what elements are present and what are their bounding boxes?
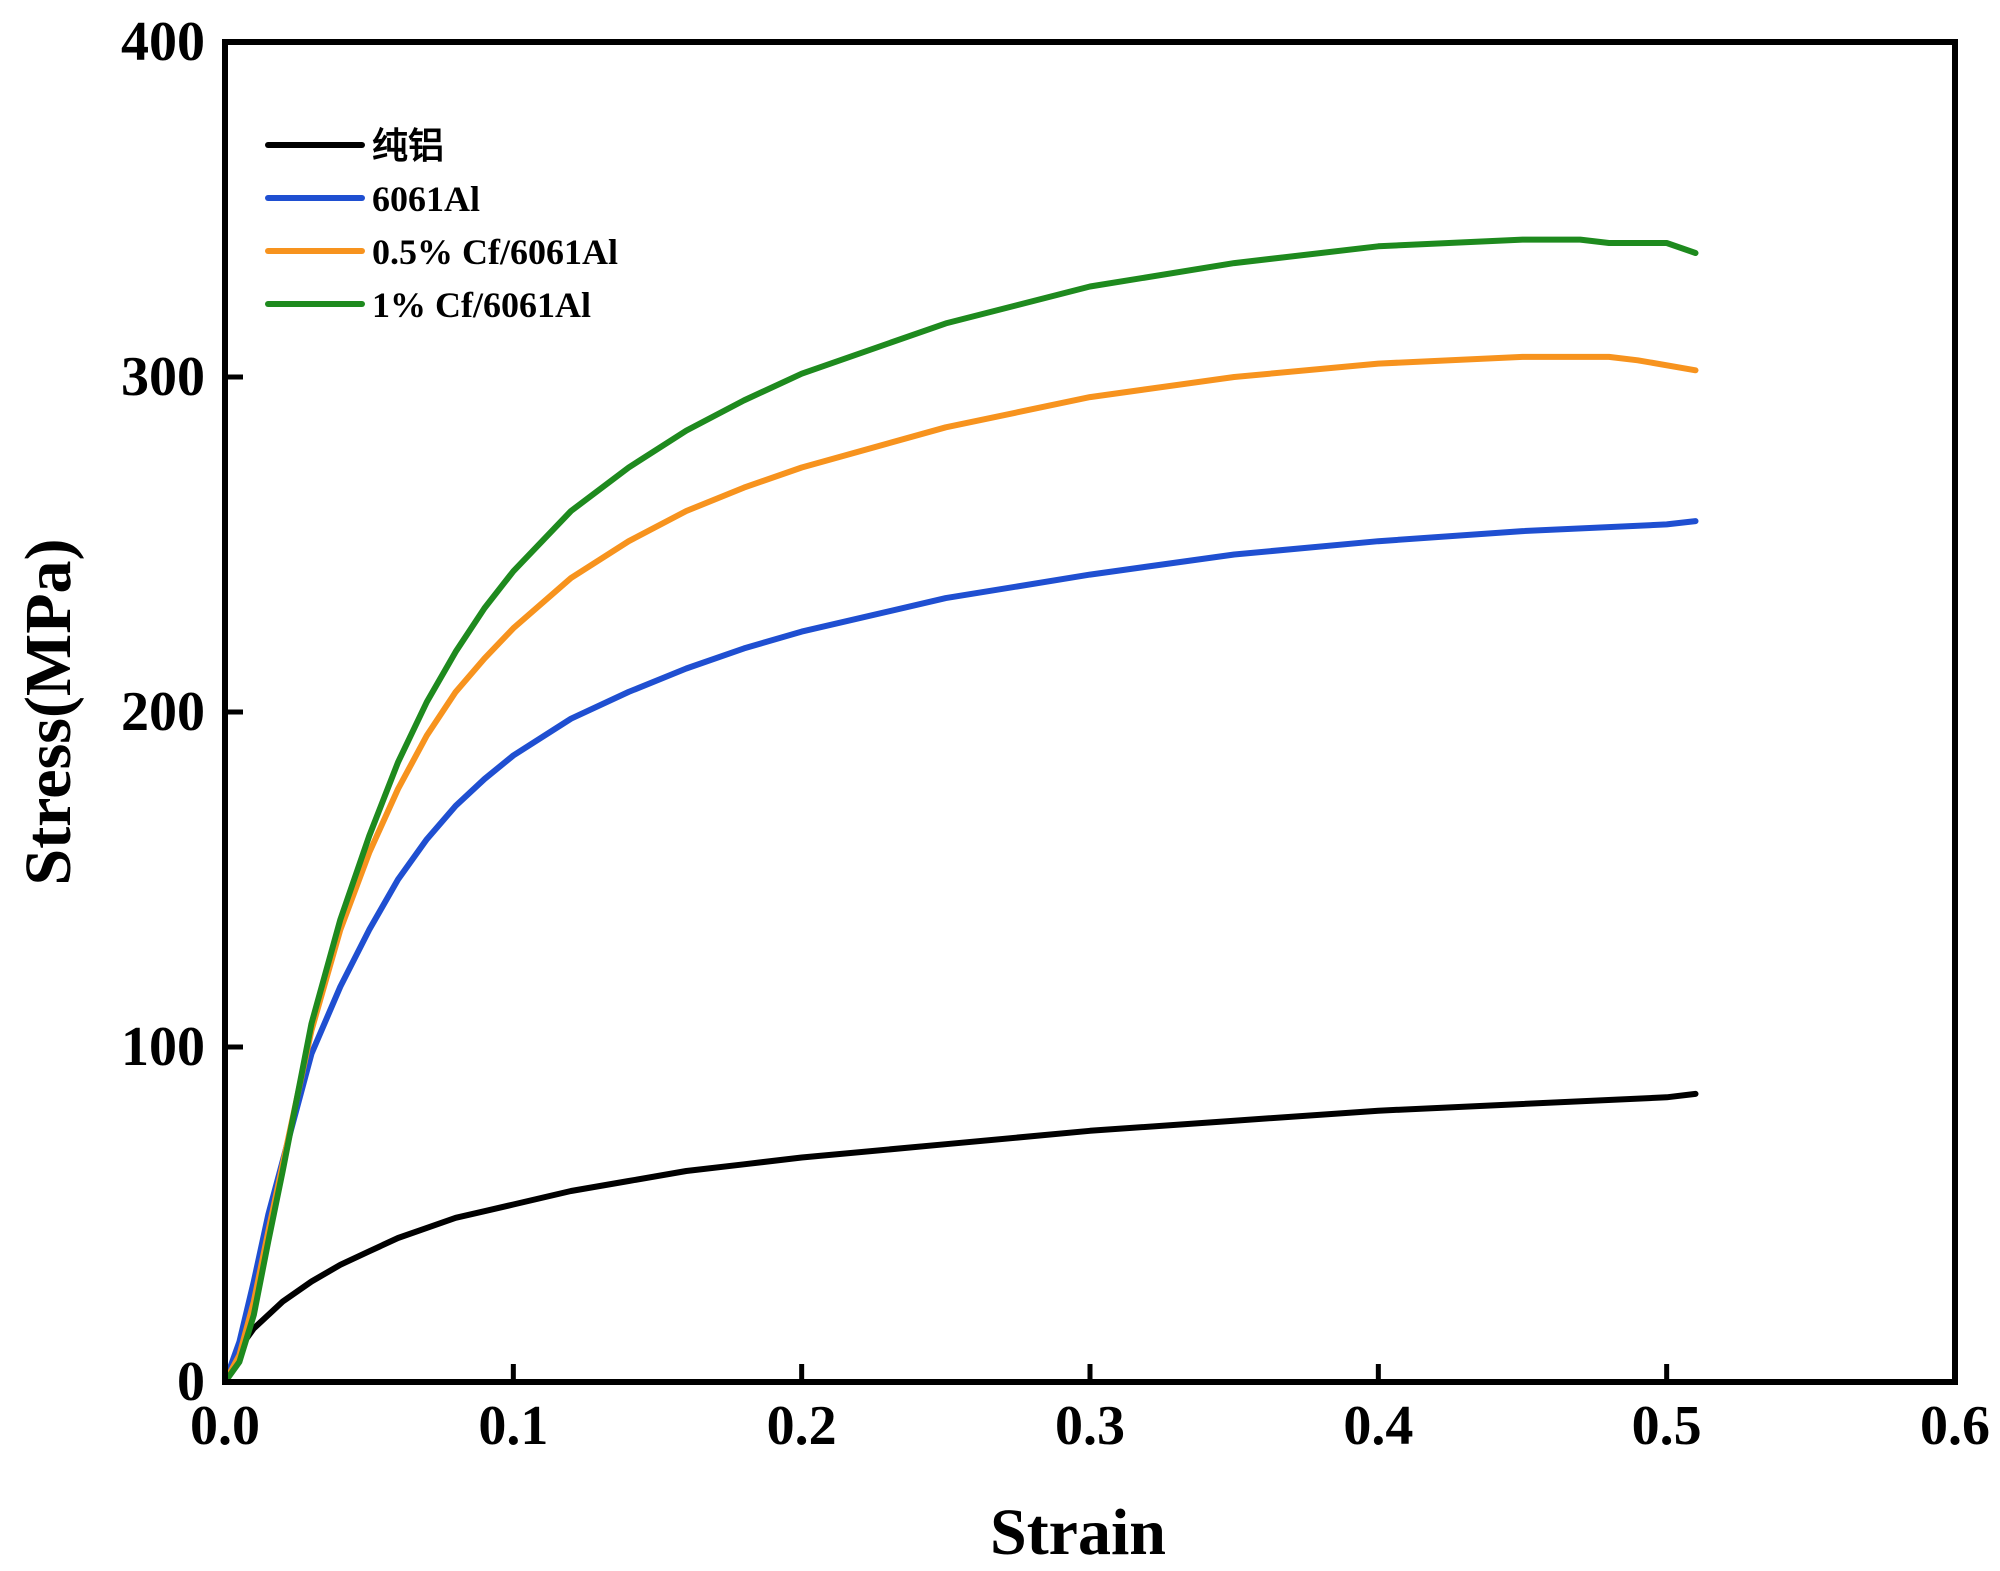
- x-tick-label: 0.6: [1920, 1395, 1990, 1457]
- axis-ticks: 0.0 0.1 0.2 0.3 0.4 0.5 0.6 0 100 200 300 400: [121, 11, 1990, 1457]
- y-axis-label: Stress(MPa): [12, 538, 85, 885]
- y-tick-label: 100: [121, 1016, 205, 1078]
- legend-label: 1% Cf/6061Al: [372, 285, 591, 325]
- legend-label: 0.5% Cf/6061Al: [372, 232, 618, 272]
- x-tick-label: 0.3: [1055, 1395, 1125, 1457]
- legend: 纯铝 6061Al 0.5% Cf/6061Al 1% Cf/6061Al: [265, 126, 618, 325]
- series-layer: [222, 236, 1699, 1385]
- series-line-1: [222, 1090, 1699, 1385]
- series-line-4: [222, 236, 1699, 1385]
- x-tick-label: 0.0: [190, 1395, 260, 1457]
- x-tick-label: 0.1: [478, 1395, 548, 1457]
- legend-label: 纯铝: [372, 126, 444, 166]
- x-axis-label: Strain: [990, 1496, 1166, 1569]
- legend-label: 6061Al: [372, 179, 480, 219]
- x-tick-label: 0.2: [767, 1395, 837, 1457]
- y-tick-label: 0: [177, 1351, 205, 1413]
- y-tick-label: 200: [121, 681, 205, 743]
- x-tick-label: 0.4: [1343, 1395, 1413, 1457]
- y-tick-label: 300: [121, 346, 205, 408]
- x-tick-label: 0.5: [1632, 1395, 1702, 1457]
- y-tick-label: 400: [121, 11, 205, 73]
